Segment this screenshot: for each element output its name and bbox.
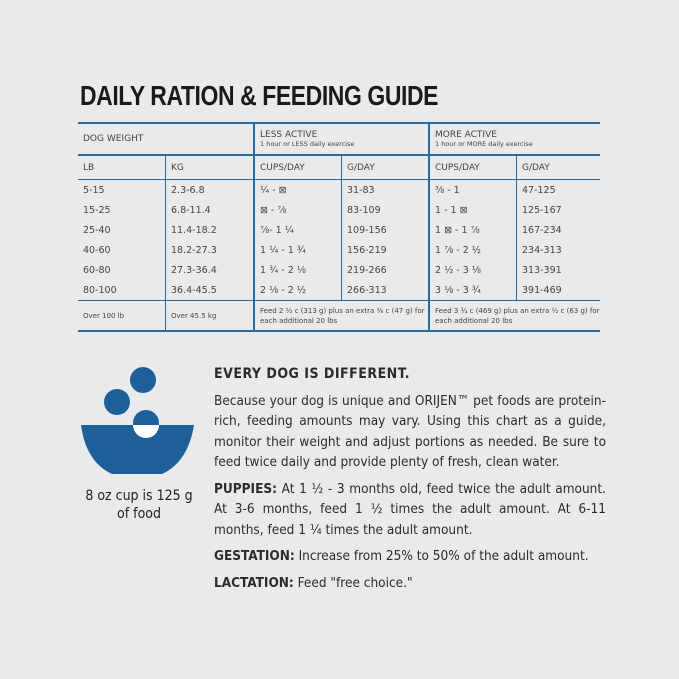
table-cell: 1 ⅞ - 2 ½	[428, 240, 517, 260]
food-bowl-icon	[81, 367, 194, 474]
lactation-label: LACTATION:	[214, 574, 294, 591]
table-cell: 5-15	[83, 184, 105, 196]
cup-note: 8 oz cup is 125 g of food	[85, 488, 193, 522]
table-cell: 3 ⅛ - 3 ¾	[428, 280, 517, 301]
table-cell: 1 ¼ - 1 ¾	[253, 240, 342, 260]
lactation-note: LACTATION: Feed "free choice."	[214, 573, 606, 594]
table-cell: 219-266	[341, 260, 429, 280]
table-cell: 6.8-11.4	[165, 200, 254, 220]
gestation-text: Increase from 25% to 50% of the adult am…	[294, 548, 589, 564]
gestation-note: GESTATION: Increase from 25% to 50% of t…	[214, 546, 606, 567]
table-cell: 109-156	[341, 220, 429, 240]
table-cell: ⅞- 1 ¼	[253, 220, 342, 240]
col-lb: LB	[78, 155, 166, 180]
puppies-label: PUPPIES:	[214, 480, 277, 497]
table-cell: 156-219	[341, 240, 429, 260]
table-cell: 391-469	[516, 280, 600, 301]
table-cell: 25-40	[83, 224, 111, 236]
table-cell: 125-167	[516, 200, 600, 220]
col-kg: KG	[165, 155, 254, 180]
info-body: Because your dog is unique and ORIJEN™ p…	[214, 392, 606, 471]
table-cell: 36.4-45.5	[165, 280, 254, 301]
puppies-text: At 1 ½ - 3 months old, feed twice the ad…	[214, 480, 606, 538]
footer-lb: Over 100 lb	[78, 300, 166, 332]
table-cell: 313-391	[516, 260, 600, 280]
more-active-label: MORE ACTIVE	[435, 130, 497, 140]
table-footer: Over 100 lb Over 45.5 kg Feed 2 ½ c (313…	[78, 300, 600, 332]
table-cell: ⅜ - 1	[428, 179, 517, 200]
table-cell: 60-80	[83, 264, 111, 276]
table-cell: 83-109	[341, 200, 429, 220]
col-less-g: G/DAY	[341, 155, 429, 180]
table-cell: 167-234	[516, 220, 600, 240]
feeding-table: DOG WEIGHT LESS ACTIVE 1 hour or LESS dai…	[78, 122, 600, 332]
table-cell: 2 ½ - 3 ⅛	[428, 260, 517, 280]
table-cell: 1 ⊠ - 1 ⅞	[428, 220, 517, 240]
table-cell: 27.3-36.4	[165, 260, 254, 280]
table-cell: 2.3-6.8	[165, 179, 254, 200]
less-active-header: LESS ACTIVE 1 hour or LESS daily exercise	[253, 122, 429, 156]
col-more-g: G/DAY	[516, 155, 600, 180]
page-title: DAILY RATION & FEEDING GUIDE	[80, 80, 439, 111]
table-row: 15-25 6.8-11.4 ⊠ - ⅞ 83-109 1 - 1 ⊠ 125-167	[78, 200, 600, 220]
more-active-sub: 1 hour or MORE daily exercise	[435, 140, 533, 148]
less-active-sub: 1 hour or LESS daily exercise	[260, 140, 355, 148]
table-row: 80-100 36.4-45.5 2 ⅛ - 2 ½ 266-313 3 ⅛ - 3 ¾…	[78, 280, 600, 301]
table-group-header: DOG WEIGHT LESS ACTIVE 1 hour or LESS dai…	[78, 122, 600, 156]
footer-less: Feed 2 ½ c (313 g) plus an extra ⅜ c (47…	[253, 300, 429, 332]
table-cell: 1 - 1 ⊠	[428, 200, 517, 220]
table-cell: 266-313	[341, 280, 429, 301]
less-active-label: LESS ACTIVE	[260, 130, 318, 140]
table-cell: 40-60	[83, 244, 111, 256]
column-headers: LB KG CUPS/DAY G/DAY CUPS/DAY G/DAY	[78, 155, 600, 180]
table-cell: 1 ¾ - 2 ⅛	[253, 260, 342, 280]
col-more-cups: CUPS/DAY	[428, 155, 517, 180]
table-cell: 47-125	[516, 179, 600, 200]
footer-more: Feed 3 ¾ c (469 g) plus an extra ½ c (63…	[428, 300, 600, 332]
table-cell: ¼ - ⊠	[253, 179, 342, 200]
table-cell: ⊠ - ⅞	[253, 200, 342, 220]
lactation-text: Feed "free choice."	[293, 574, 413, 591]
info-text: EVERY DOG IS DIFFERENT. Because your dog…	[214, 364, 606, 599]
info-heading: EVERY DOG IS DIFFERENT.	[214, 366, 410, 382]
table-cell: 11.4-18.2	[165, 220, 254, 240]
table-cell: 234-313	[516, 240, 600, 260]
table-cell: 31-83	[341, 179, 429, 200]
table-cell: 15-25	[83, 204, 111, 216]
table-cell: 18.2-27.3	[165, 240, 254, 260]
table-cell: 2 ⅛ - 2 ½	[253, 280, 342, 301]
table-row: 25-40 11.4-18.2 ⅞- 1 ¼ 109-156 1 ⊠ - 1 ⅞ 167-…	[78, 220, 600, 240]
more-active-header: MORE ACTIVE 1 hour or MORE daily exercise	[428, 122, 600, 156]
col-less-cups: CUPS/DAY	[253, 155, 342, 180]
table-cell: 80-100	[83, 284, 117, 296]
puppies-note: PUPPIES: At 1 ½ - 3 months old, feed twi…	[214, 479, 606, 541]
table-row: 5-15 2.3-6.8 ¼ - ⊠ 31-83 ⅜ - 1 47-125	[78, 179, 600, 200]
gestation-label: GESTATION:	[214, 548, 295, 564]
dog-weight-header: DOG WEIGHT	[78, 122, 254, 156]
footer-kg: Over 45.5 kg	[165, 300, 254, 332]
